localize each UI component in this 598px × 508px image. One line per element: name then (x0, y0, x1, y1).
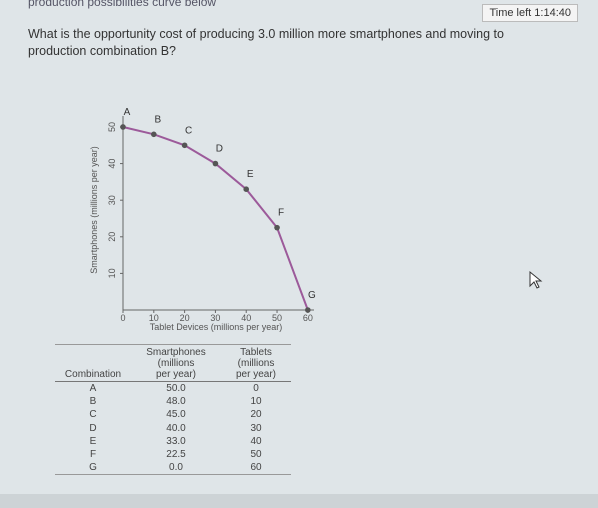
header-cell: Smartphones (millions per year) (131, 347, 221, 380)
table-cell: 50.0 (166, 383, 186, 394)
question: What is the opportunity cost of producin… (28, 27, 504, 58)
table-cell: 22.5 (166, 448, 186, 460)
y-tick-label: 10 (107, 268, 117, 278)
y-axis-label: Smartphones (millions per year) (89, 146, 99, 274)
table-cell: C (89, 409, 97, 421)
point-label: D (216, 144, 223, 155)
table-cell: F (89, 448, 97, 460)
table-cell: 10 (250, 396, 262, 408)
header-line: Combination (64, 369, 122, 380)
table-cell: E (89, 435, 97, 447)
table-row: G 0.0 60 (55, 461, 291, 474)
ppf-point (212, 160, 219, 167)
chart: Smartphones (millions per year) Tablet D… (89, 107, 543, 332)
table-cell: 20 (250, 409, 262, 421)
ppf-point (120, 124, 126, 130)
header-cell: Combination (55, 369, 131, 380)
table-row: B 48.0 10 (55, 395, 291, 408)
x-axis-label: Tablet Devices (millions per year) (150, 322, 283, 332)
point-label: B (154, 114, 161, 125)
point-label: A (124, 107, 131, 118)
table-cell: B (89, 396, 97, 408)
table-row: E 33.0 40 (55, 435, 291, 448)
table-cell: 48.0 (166, 396, 186, 408)
header-line: per year) (155, 369, 196, 380)
header-cell: Tablets (millions per year) (221, 347, 291, 380)
table-row: C 45.0 20 (55, 408, 291, 421)
point-label: E (247, 169, 254, 180)
page-title: production possibilities curve below (28, 0, 217, 9)
ppf-point (274, 224, 280, 231)
header-line: per year) (235, 369, 276, 380)
x-tick-label: 30 (210, 313, 220, 323)
table-cell: 33.0 (166, 435, 186, 447)
table-cell: G (89, 462, 97, 474)
header-line: (millions (237, 358, 275, 369)
x-tick-label: 0 (120, 313, 125, 323)
x-tick-label: 50 (272, 313, 282, 323)
table-cell: 0.0 (169, 462, 183, 474)
table-cell: D (89, 422, 97, 434)
table-row: D 40.0 30 (55, 422, 291, 435)
y-tick-label: 50 (107, 122, 117, 132)
ppf-point (181, 142, 188, 149)
header-line: Tablets (240, 347, 272, 358)
table-cell: 0 (253, 383, 259, 394)
table-cell: 45.0 (166, 409, 186, 421)
table-header: Combination Smartphones (millions per year)… (55, 345, 291, 382)
ppf-point (151, 131, 157, 138)
header-line: Smartphones (146, 347, 206, 358)
ppf-point (305, 307, 311, 313)
x-tick-label: 10 (149, 313, 159, 323)
y-tick-label: 40 (107, 159, 117, 169)
point-label: F (278, 208, 284, 219)
table-cell: 50 (250, 448, 262, 460)
bottom-bar (0, 494, 598, 508)
point-label: C (185, 125, 192, 136)
ppf-point (243, 186, 250, 193)
x-tick-label: 60 (303, 313, 313, 323)
table-cell: 40.0 (166, 422, 186, 434)
point-label: G (308, 290, 316, 301)
table-cell: 40 (250, 435, 262, 447)
table-cell: 30 (250, 422, 262, 434)
timer: Time left 1:14:40 (482, 4, 578, 22)
cursor (529, 270, 543, 289)
table-cell: 60 (250, 462, 262, 474)
table-cell: A (89, 383, 97, 394)
x-tick-label: 20 (180, 313, 190, 323)
x-tick-label: 40 (241, 313, 251, 323)
y-tick-label: 20 (107, 232, 117, 242)
table-row: A 50.0 0 (55, 382, 291, 395)
data-table: Combination Smartphones (millions per year)… (55, 344, 291, 476)
header-line: (millions (157, 358, 195, 369)
y-tick-label: 30 (107, 195, 117, 205)
table-row: F 22.5 50 (55, 448, 291, 461)
